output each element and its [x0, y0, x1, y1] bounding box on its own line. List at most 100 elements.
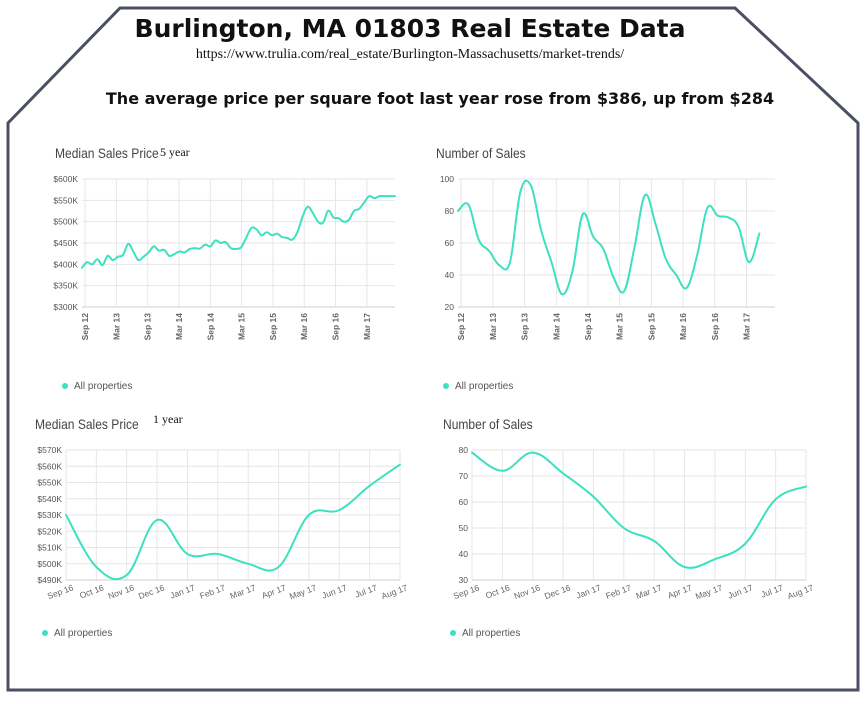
x-tick-label: Apr 17 [666, 582, 693, 600]
y-tick-label: 40 [445, 270, 455, 280]
x-tick-label: Mar 15 [237, 313, 247, 340]
y-tick-label: 60 [459, 497, 469, 507]
legend-label: All properties [54, 628, 113, 639]
chart-legend[interactable]: All properties [42, 628, 112, 639]
y-tick-label: $570K [37, 445, 62, 455]
median-price-5yr-chart: $300K $350K $400K $450K $500K $550K $600K Sep 1… [53, 174, 396, 341]
x-tick-label: Dec 16 [137, 582, 166, 601]
x-tick-label: Sep 14 [583, 313, 593, 341]
x-tick-label: Mar 14 [174, 313, 184, 340]
chart-legend[interactable]: All properties [443, 381, 513, 392]
x-tick-label: Jul 17 [760, 582, 785, 599]
x-tick-label: Jun 17 [727, 582, 755, 600]
x-tick-label: Jun 17 [321, 582, 349, 600]
y-tick-label: $400K [53, 259, 78, 269]
chart-note: 1 year [153, 412, 183, 426]
y-tick-label: $540K [37, 494, 62, 504]
series-line [65, 463, 401, 581]
y-tick-label: $500K [37, 559, 62, 569]
chart-title: Number of Sales [443, 416, 533, 432]
y-tick-label: 50 [459, 523, 469, 533]
legend-dot-icon [42, 630, 48, 637]
y-tick-label: 20 [445, 302, 455, 312]
y-tick-label: $490K [37, 575, 62, 585]
series-line [471, 451, 807, 569]
x-tick-label: May 17 [694, 582, 724, 601]
x-tick-label: May 17 [288, 582, 318, 601]
y-tick-label: $350K [53, 281, 78, 291]
x-tick-label: Sep 16 [331, 313, 341, 341]
x-tick-label: Mar 15 [615, 313, 625, 340]
x-tick-label: Sep 15 [646, 313, 656, 341]
y-tick-label: $450K [53, 238, 78, 248]
legend-label: All properties [74, 381, 133, 392]
x-tick-label: Jul 17 [354, 582, 379, 599]
x-tick-label: Sep 12 [80, 313, 90, 341]
y-tick-label: $500K [53, 217, 78, 227]
y-tick-label: $300K [53, 302, 78, 312]
x-tick-label: Feb 17 [198, 582, 227, 601]
x-tick-label: Dec 16 [543, 582, 572, 601]
x-tick-label: Oct 16 [484, 582, 511, 600]
x-tick-label: Sep 13 [143, 313, 153, 341]
y-tick-label: $550K [37, 478, 62, 488]
x-tick-label: Sep 16 [46, 582, 75, 601]
y-tick-label: 80 [445, 206, 455, 216]
x-tick-label: Mar 17 [229, 582, 258, 601]
y-tick-label: $550K [53, 195, 78, 205]
x-tick-label: Mar 17 [362, 313, 372, 340]
chart-title: Median Sales Price [35, 416, 139, 432]
x-tick-label: Aug 17 [786, 582, 815, 601]
x-tick-label: Sep 16 [710, 313, 720, 341]
x-tick-label: Oct 16 [78, 582, 105, 600]
x-tick-label: Jan 17 [169, 582, 197, 600]
x-tick-label: Sep 16 [452, 582, 481, 601]
x-tick-label: Mar 13 [488, 313, 498, 340]
chart-title: Number of Sales [436, 145, 526, 161]
x-tick-label: Mar 16 [678, 313, 688, 340]
legend-label: All properties [462, 628, 521, 639]
x-tick-label: Apr 17 [260, 582, 287, 600]
x-tick-label: Mar 14 [551, 313, 561, 340]
x-tick-label: Feb 17 [604, 582, 633, 601]
x-tick-label: Sep 12 [456, 313, 466, 341]
x-tick-label: Jan 17 [575, 582, 603, 600]
headline: The average price per square foot last y… [105, 89, 775, 108]
chart-legend[interactable]: All properties [450, 628, 520, 639]
legend-dot-icon [450, 630, 456, 637]
chart-title: Median Sales Price [55, 145, 159, 161]
x-tick-label: Mar 13 [111, 313, 121, 340]
chart-note: 5 year [160, 145, 190, 159]
y-tick-label: $530K [37, 510, 62, 520]
legend-label: All properties [455, 381, 514, 392]
y-tick-label: 60 [445, 238, 455, 248]
x-tick-label: Sep 14 [205, 313, 215, 341]
y-tick-label: $520K [37, 526, 62, 536]
number-of-sales-1yr-chart: 30 40 50 60 70 80 Sep 16 Oct 16 Nov 16 Dec 16 Jan … [452, 445, 815, 601]
source-url: https://www.trulia.com/real_estate/Burli… [195, 47, 625, 62]
page-title: Burlington, MA 01803 Real Estate Data [134, 14, 686, 43]
y-tick-label: 80 [459, 445, 469, 455]
y-tick-label: $510K [37, 543, 62, 553]
legend-dot-icon [62, 383, 68, 390]
x-tick-label: Mar 17 [741, 313, 751, 340]
x-tick-label: Nov 16 [513, 582, 542, 601]
number-of-sales-5yr-chart: 20 40 60 80 100 Sep 12 Mar 13 Sep 13 Mar 14 Sep 1… [440, 174, 775, 341]
chart-legend[interactable]: All properties [62, 381, 132, 392]
y-tick-label: 100 [440, 174, 454, 184]
x-tick-label: Sep 13 [520, 313, 530, 341]
y-tick-label: $560K [37, 461, 62, 471]
x-tick-label: Nov 16 [107, 582, 136, 601]
legend-dot-icon [443, 383, 449, 390]
series-line [81, 194, 396, 269]
x-tick-label: Sep 15 [268, 313, 278, 341]
x-tick-label: Mar 17 [635, 582, 664, 601]
x-tick-label: Aug 17 [380, 582, 409, 601]
y-tick-label: 70 [459, 471, 469, 481]
x-tick-label: Mar 16 [299, 313, 309, 340]
y-tick-label: $600K [53, 174, 78, 184]
y-tick-label: 40 [459, 549, 469, 559]
median-price-1yr-chart: $490K $500K $510K $520K $530K $540K $550K $560K… [37, 445, 409, 601]
y-tick-label: 30 [459, 575, 469, 585]
series-line [457, 179, 761, 296]
